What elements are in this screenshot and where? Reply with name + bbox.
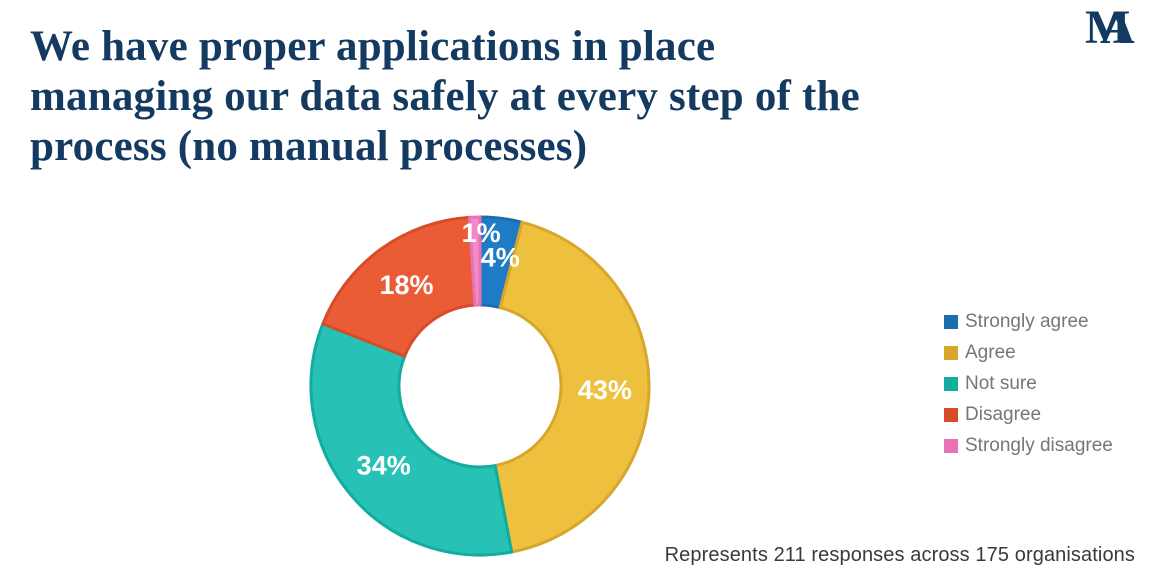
donut-chart: 4% 43% 34% 18% 1%: [280, 186, 680, 575]
legend-item-strongly-agree: Strongly agree: [944, 306, 1113, 337]
donut-slice-not-sure: [309, 322, 514, 557]
legend-item-strongly-disagree: Strongly disagree: [944, 430, 1113, 461]
legend-item-not-sure: Not sure: [944, 368, 1113, 399]
chart-legend: Strongly agree Agree Not sure Disagree Stron…: [944, 306, 1113, 461]
company-logo: M A: [1085, 2, 1143, 56]
donut-chart-svg: 4% 43% 34% 18% 1%: [309, 215, 651, 557]
slice-value-label: 4%: [481, 243, 520, 273]
legend-swatch: [944, 407, 958, 422]
title-line-1: We have proper applications in place: [30, 23, 716, 70]
donut-slice-agree: [493, 220, 651, 554]
title-line-2: managing our data safely at every step o…: [30, 73, 860, 120]
slice-value-label: 18%: [379, 270, 433, 300]
legend-swatch: [944, 438, 958, 453]
footnote: Represents 211 responses across 175 orga…: [664, 544, 1135, 566]
slice-value-label: 43%: [578, 375, 632, 405]
logo-letter-a: A: [1100, 1, 1135, 54]
legend-label: Not sure: [965, 372, 1037, 394]
page-title: We have proper applications in place man…: [30, 22, 1110, 172]
legend-label: Strongly agree: [965, 310, 1089, 332]
legend-item-agree: Agree: [944, 337, 1113, 368]
legend-label: Strongly disagree: [965, 434, 1113, 456]
legend-item-disagree: Disagree: [944, 399, 1113, 430]
donut-slice-disagree: [321, 215, 477, 358]
legend-swatch: [944, 314, 958, 329]
title-line-3: process (no manual processes): [30, 123, 588, 170]
legend-swatch: [944, 376, 958, 391]
legend-label: Disagree: [965, 403, 1042, 425]
slice-value-label: 34%: [357, 451, 411, 481]
donut-slice-strongly-disagree: [467, 215, 482, 307]
legend-label: Agree: [965, 341, 1016, 363]
logo-letter-m: M: [1085, 1, 1131, 54]
slice-value-label: 1%: [462, 218, 501, 248]
legend-swatch: [944, 345, 958, 360]
